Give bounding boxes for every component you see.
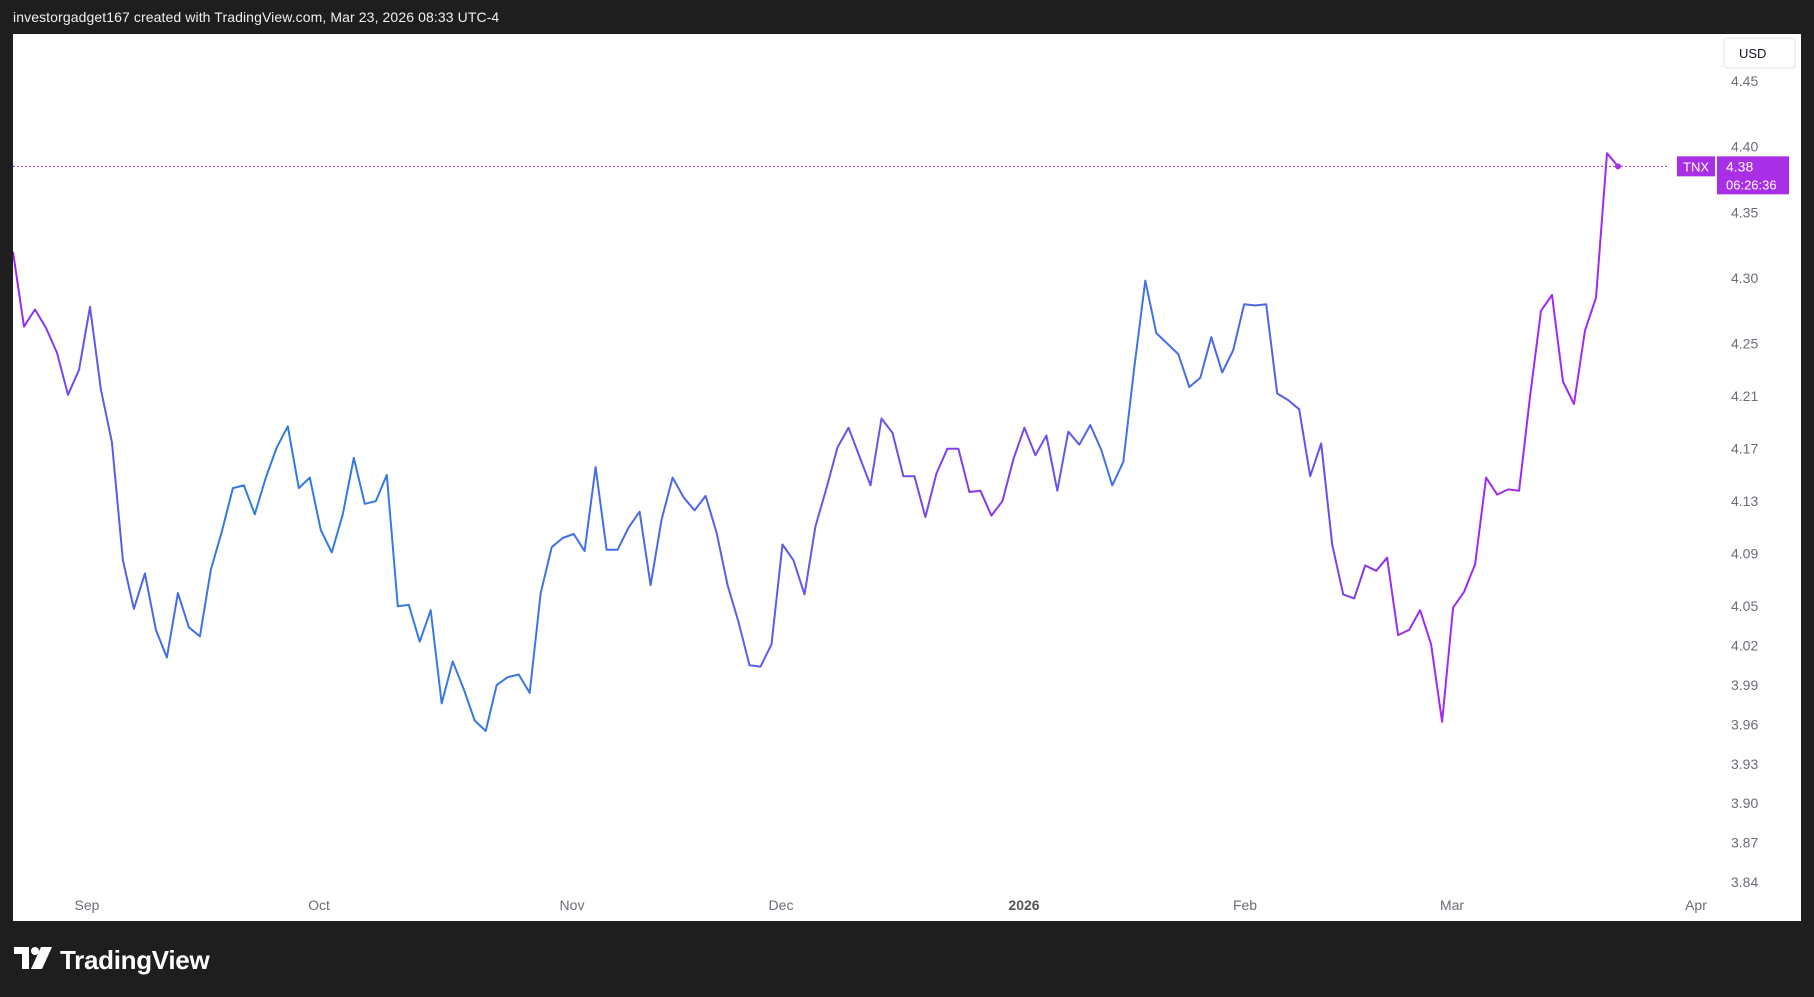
x-tick-label: Dec — [769, 897, 794, 913]
tradingview-branding[interactable]: TradingView — [14, 944, 210, 976]
y-tick-label: 4.40 — [1731, 139, 1758, 155]
y-tick-label: 3.90 — [1731, 795, 1758, 811]
symbol-label: TNX — [1683, 159, 1709, 174]
x-tick-label: Oct — [308, 897, 330, 913]
chart-panel[interactable]: 4.45 4.40 4.35 4.30 4.25 4.21 4.17 4.13 4.09 4.05… — [13, 34, 1801, 921]
currency-label: USD — [1739, 46, 1766, 61]
x-tick-label: Feb — [1233, 897, 1257, 913]
x-tick-label: Nov — [560, 897, 585, 913]
y-tick-label: 3.87 — [1731, 835, 1758, 851]
y-tick-label: 4.17 — [1731, 441, 1758, 457]
y-tick-label: 4.30 — [1731, 270, 1758, 286]
chart-attribution-header: investorgadget167 created with TradingVi… — [13, 9, 500, 25]
tnx-series-line[interactable] — [13, 152, 1619, 732]
x-axis[interactable]: Sep Oct Nov Dec 2026 Feb Mar Apr — [75, 897, 1708, 913]
y-tick-label: 4.25 — [1731, 336, 1758, 352]
currency-button[interactable]: USD — [1723, 37, 1796, 69]
price-badge: 4.38 06:26:36 — [1717, 156, 1789, 195]
y-axis[interactable]: 4.45 4.40 4.35 4.30 4.25 4.21 4.17 4.13 4.09 4.05… — [1731, 73, 1758, 890]
bar-countdown: 06:26:36 — [1726, 177, 1777, 192]
y-tick-label: 4.45 — [1731, 73, 1758, 89]
y-tick-label: 4.05 — [1731, 598, 1758, 614]
y-tick-label: 3.99 — [1731, 677, 1758, 693]
y-tick-label: 3.96 — [1731, 716, 1758, 732]
y-tick-label: 3.93 — [1731, 756, 1758, 772]
y-tick-label: 4.09 — [1731, 546, 1758, 562]
y-tick-label: 4.02 — [1731, 638, 1758, 654]
symbol-badge: TNX — [1677, 156, 1715, 177]
x-tick-label: Apr — [1685, 897, 1707, 913]
y-tick-label: 4.21 — [1731, 388, 1758, 404]
tradingview-logo-icon — [14, 946, 52, 974]
tnx-line-chart[interactable]: 4.45 4.40 4.35 4.30 4.25 4.21 4.17 4.13 4.09 4.05… — [13, 34, 1801, 921]
tradingview-logo-text: TradingView — [60, 944, 210, 975]
y-tick-label: 3.84 — [1731, 874, 1758, 890]
last-price-marker[interactable] — [1615, 163, 1621, 170]
x-tick-label: Mar — [1440, 897, 1464, 913]
x-tick-label: Sep — [75, 897, 100, 913]
y-tick-label: 4.13 — [1731, 493, 1758, 509]
x-tick-label: 2026 — [1008, 897, 1039, 913]
y-tick-label: 4.35 — [1731, 204, 1758, 220]
last-price-value: 4.38 — [1726, 158, 1753, 174]
